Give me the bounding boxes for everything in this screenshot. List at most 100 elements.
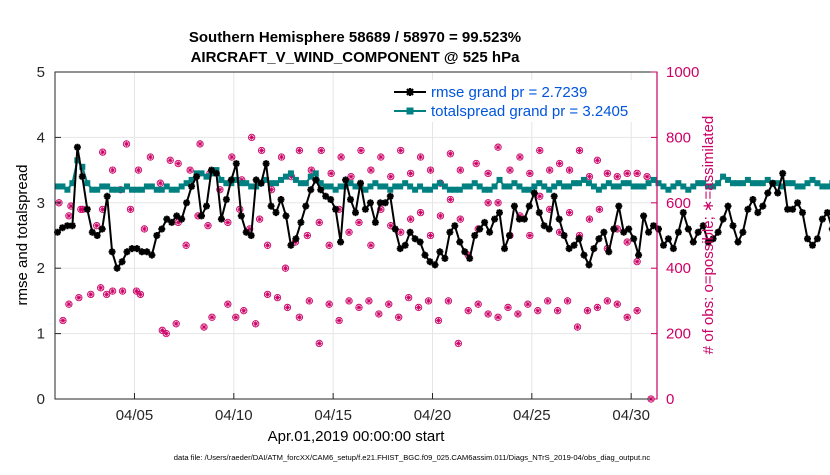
obs-count-marker [205, 222, 211, 228]
rmse-marker [536, 209, 543, 216]
rmse-point [630, 235, 637, 242]
obs-count-marker [274, 294, 280, 300]
obs-count-marker [356, 304, 362, 310]
obs-count-marker [396, 314, 402, 320]
x-tick-label: 04/20 [414, 407, 452, 424]
obs-count-marker [576, 147, 582, 153]
rmse-point [799, 209, 806, 216]
rmse-marker [148, 252, 155, 259]
rmse-marker [228, 176, 235, 183]
rmse-point [754, 209, 761, 216]
obs-assimilated-asterisk [386, 302, 391, 307]
rmse-point [804, 235, 811, 242]
obs-assimilated-asterisk [305, 233, 310, 238]
obs-count-marker [376, 311, 382, 317]
obs-assimilated-asterisk [209, 315, 214, 320]
obs-count-marker [564, 298, 570, 304]
rmse-marker [203, 203, 210, 210]
rmse-marker [273, 209, 280, 216]
obs-assimilated-asterisk [229, 155, 234, 160]
rmse-marker [605, 248, 612, 255]
obs-count-marker [94, 222, 100, 228]
rmse-point [402, 242, 409, 249]
x-tick-label: 04/15 [314, 407, 352, 424]
obs-count-marker [278, 154, 284, 160]
rmse-marker [193, 173, 200, 180]
rmse-marker [432, 261, 439, 268]
obs-count-marker [554, 308, 560, 314]
rmse-marker [74, 144, 81, 151]
rmse-marker [789, 206, 796, 213]
rmse-point [79, 173, 86, 180]
rmse-point [789, 206, 796, 213]
obs-assimilated-asterisk [416, 305, 421, 310]
obs-assimilated-asterisk [110, 289, 115, 294]
rmse-point [258, 180, 265, 187]
obs-assimilated-asterisk [88, 292, 93, 297]
rmse-marker [804, 235, 811, 242]
y-tick-label-left: 5 [37, 64, 45, 81]
rmse-point [372, 219, 379, 226]
obs-count-marker [296, 147, 302, 153]
obs-count-marker [624, 170, 630, 176]
obs-count-marker [316, 219, 322, 225]
rmse-marker [645, 229, 652, 236]
obs-assimilated-asterisk [517, 155, 522, 160]
rmse-point [635, 252, 642, 259]
obs-assimilated-asterisk [283, 266, 288, 271]
obs-count-marker [318, 147, 324, 153]
obs-count-marker [366, 298, 372, 304]
rmse-marker [576, 235, 583, 242]
obs-assimilated-asterisk [184, 243, 189, 248]
rmse-point [610, 226, 617, 233]
obs-assimilated-asterisk [426, 298, 431, 303]
obs-count-marker [304, 232, 310, 238]
obs-count-marker [415, 304, 421, 310]
rmse-point [590, 245, 597, 252]
rmse-marker [625, 226, 632, 233]
obs-count-marker [556, 160, 562, 166]
obs-count-marker [634, 258, 640, 264]
legend-spread-label: totalspread grand pr = 3.2405 [431, 103, 628, 120]
rmse-point [471, 232, 478, 239]
rmse-marker [297, 219, 304, 226]
rmse-marker [153, 232, 160, 239]
totalspread-point [497, 177, 503, 183]
obs-assimilated-asterisk [408, 171, 413, 176]
obs-assimilated-asterisk [446, 298, 451, 303]
rmse-marker [471, 232, 478, 239]
obs-assimilated-asterisk [356, 220, 361, 225]
totalspread-point [288, 170, 294, 176]
obs-assimilated-asterisk [100, 150, 105, 155]
obs-count-marker [133, 288, 139, 294]
obs-count-marker [566, 167, 572, 173]
obs-assimilated-asterisk [319, 148, 324, 153]
rmse-point [446, 229, 453, 236]
rmse-marker [531, 190, 538, 197]
rmse-point [730, 222, 737, 229]
obs-assimilated-asterisk [567, 168, 572, 173]
obs-count-marker [624, 239, 630, 245]
obs-assimilated-asterisk [368, 243, 373, 248]
y-tick-label-right: 400 [666, 260, 691, 277]
obs-assimilated-asterisk [297, 148, 302, 153]
obs-assimilated-asterisk [625, 171, 630, 176]
obs-assimilated-asterisk [347, 298, 352, 303]
rmse-marker [327, 196, 334, 203]
rmse-marker [317, 186, 324, 193]
rmse-marker [794, 199, 801, 206]
rmse-marker [660, 242, 667, 249]
rmse-point [332, 206, 339, 213]
obs-count-marker [109, 167, 115, 173]
rmse-point [119, 258, 126, 265]
obs-assimilated-asterisk [104, 292, 109, 297]
obs-count-marker [326, 242, 332, 248]
rmse-point [461, 248, 468, 255]
rmse-point [595, 235, 602, 242]
obs-count-marker [437, 213, 443, 219]
rmse-marker [367, 199, 374, 206]
obs-count-marker [457, 216, 463, 222]
obs-count-marker [119, 288, 125, 294]
rmse-marker [764, 190, 771, 197]
